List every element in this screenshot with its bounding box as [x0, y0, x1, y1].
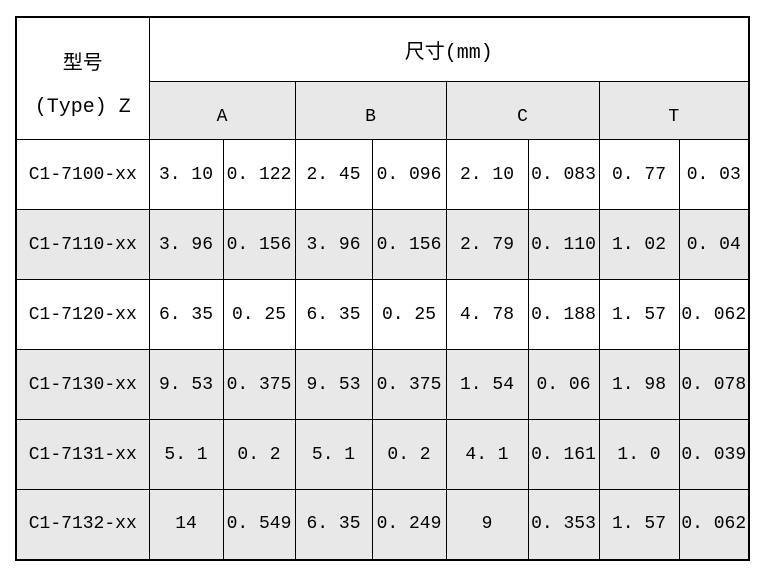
value-cell: 0. 2 [222, 419, 296, 490]
table-row: C1-7132-xx 14 0. 549 6. 35 0. 249 9 0. 3… [15, 489, 750, 560]
header-row-top: 型号 (Type) Z 尺寸(mm) [15, 16, 750, 140]
group-header-t: T [598, 81, 750, 140]
dimensions-table: 型号 (Type) Z 尺寸(mm) A B C T C1-7100-xx 3.… [15, 16, 750, 561]
value-cell: 3. 10 [148, 139, 224, 210]
model-cell: C1-7131-xx [15, 419, 150, 490]
value-cell: 2. 79 [445, 209, 529, 280]
value-cell: 0. 375 [371, 349, 447, 420]
value-cell: 5. 1 [148, 419, 224, 490]
value-cell: 1. 57 [598, 489, 680, 560]
model-cell: C1-7132-xx [15, 489, 150, 560]
value-cell: 0. 06 [527, 349, 600, 420]
value-cell: 6. 35 [148, 279, 224, 350]
value-cell: 9. 53 [148, 349, 224, 420]
value-cell: 3. 96 [148, 209, 224, 280]
value-cell: 0. 062 [678, 279, 750, 350]
value-cell: 0. 156 [222, 209, 296, 280]
value-cell: 0. 110 [527, 209, 600, 280]
value-cell: 0. 096 [371, 139, 447, 210]
type-header-cell: 型号 (Type) Z [15, 16, 150, 140]
value-cell: 0. 083 [527, 139, 600, 210]
value-cell: 2. 45 [294, 139, 373, 210]
value-cell: 0. 078 [678, 349, 750, 420]
group-header-c: C [445, 81, 600, 140]
type-header-cn: 型号 [62, 53, 103, 76]
value-cell: 0. 156 [371, 209, 447, 280]
value-cell: 1. 57 [598, 279, 680, 350]
value-cell: 1. 0 [598, 419, 680, 490]
value-cell: 6. 35 [294, 279, 373, 350]
value-cell: 0. 25 [222, 279, 296, 350]
value-cell: 0. 03 [678, 139, 750, 210]
value-cell: 0. 188 [527, 279, 600, 350]
value-cell: 0. 549 [222, 489, 296, 560]
value-cell: 4. 1 [445, 419, 529, 490]
value-cell: 4. 78 [445, 279, 529, 350]
table-row: C1-7110-xx 3. 96 0. 156 3. 96 0. 156 2. … [15, 209, 750, 280]
type-header-en: (Type) Z [34, 96, 131, 119]
value-cell: 0. 77 [598, 139, 680, 210]
model-cell: C1-7100-xx [15, 139, 150, 210]
value-cell: 1. 54 [445, 349, 529, 420]
table-row: C1-7131-xx 5. 1 0. 2 5. 1 0. 2 4. 1 0. 1… [15, 419, 750, 490]
value-cell: 0. 062 [678, 489, 750, 560]
value-cell: 6. 35 [294, 489, 373, 560]
model-cell: C1-7130-xx [15, 349, 150, 420]
model-cell: C1-7120-xx [15, 279, 150, 350]
table-row: C1-7120-xx 6. 35 0. 25 6. 35 0. 25 4. 78… [15, 279, 750, 350]
value-cell: 0. 375 [222, 349, 296, 420]
table-row: C1-7130-xx 9. 53 0. 375 9. 53 0. 375 1. … [15, 349, 750, 420]
value-cell: 0. 039 [678, 419, 750, 490]
value-cell: 1. 98 [598, 349, 680, 420]
model-cell: C1-7110-xx [15, 209, 150, 280]
group-header-b: B [294, 81, 447, 140]
value-cell: 14 [148, 489, 224, 560]
value-cell: 9. 53 [294, 349, 373, 420]
group-header-a: A [148, 81, 296, 140]
size-header-cell: 尺寸(mm) [148, 16, 750, 83]
value-cell: 5. 1 [294, 419, 373, 490]
table-row: C1-7100-xx 3. 10 0. 122 2. 45 0. 096 2. … [15, 139, 750, 210]
value-cell: 0. 249 [371, 489, 447, 560]
value-cell: 0. 25 [371, 279, 447, 350]
value-cell: 0. 04 [678, 209, 750, 280]
header-row-groups: A B C T [16, 81, 750, 140]
type-header-inner: 型号 (Type) Z [17, 18, 148, 139]
value-cell: 0. 353 [527, 489, 600, 560]
value-cell: 2. 10 [445, 139, 529, 210]
value-cell: 0. 161 [527, 419, 600, 490]
value-cell: 1. 02 [598, 209, 680, 280]
value-cell: 9 [445, 489, 529, 560]
value-cell: 0. 122 [222, 139, 296, 210]
value-cell: 0. 2 [371, 419, 447, 490]
value-cell: 3. 96 [294, 209, 373, 280]
